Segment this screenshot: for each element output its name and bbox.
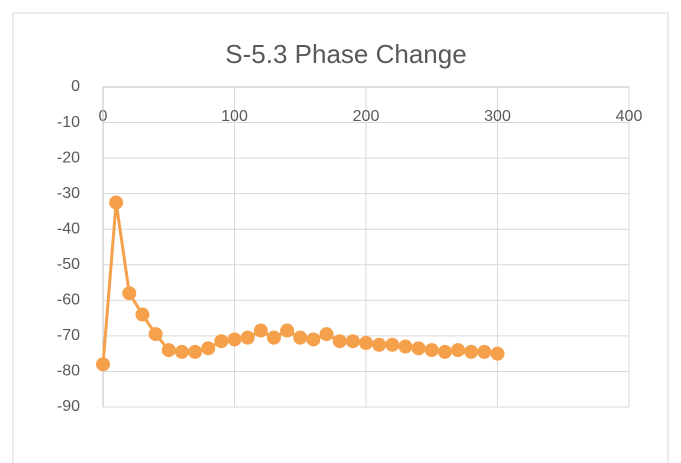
data-point [214, 334, 229, 349]
x-tick-label: 200 [353, 108, 380, 125]
y-tick-label: -40 [57, 220, 80, 237]
y-tick-label: -80 [57, 363, 80, 380]
y-tick-label: -50 [57, 256, 80, 273]
data-point [201, 341, 216, 356]
data-point [240, 330, 255, 345]
data-point [227, 332, 242, 347]
x-tick-label: 400 [616, 108, 643, 125]
data-point [345, 334, 360, 349]
data-point [490, 346, 505, 361]
data-point [319, 327, 334, 342]
y-tick-label: -20 [57, 149, 80, 166]
data-point [135, 307, 150, 322]
data-point [253, 323, 268, 338]
chart-title: S-5.3 Phase Change [225, 39, 466, 69]
data-point [174, 344, 189, 359]
data-point [161, 343, 176, 358]
data-point [188, 344, 203, 359]
data-point [424, 343, 439, 358]
data-point [477, 344, 492, 359]
data-point [332, 334, 347, 349]
data-point [359, 336, 373, 350]
data-point [437, 344, 452, 359]
chart-border [12, 12, 669, 463]
y-tick-label: -90 [57, 398, 80, 415]
data-point [398, 339, 413, 354]
data-point [96, 357, 110, 372]
data-point [464, 344, 479, 359]
y-tick-label: -60 [57, 292, 80, 309]
data-point [280, 323, 295, 338]
data-point [385, 337, 400, 352]
y-tick-label: -70 [57, 327, 80, 344]
y-tick-label: -10 [57, 114, 80, 131]
x-tick-label: 100 [221, 108, 248, 125]
data-point [109, 195, 124, 210]
data-point [122, 286, 137, 301]
data-point [148, 327, 163, 342]
y-tick-label: 0 [71, 78, 80, 95]
data-point [266, 330, 281, 345]
data-point [306, 332, 321, 347]
data-point [372, 337, 387, 352]
data-point [411, 341, 426, 356]
data-point [451, 343, 466, 358]
data-point [293, 330, 308, 345]
x-tick-label: 300 [484, 108, 511, 125]
y-tick-label: -30 [57, 185, 80, 202]
